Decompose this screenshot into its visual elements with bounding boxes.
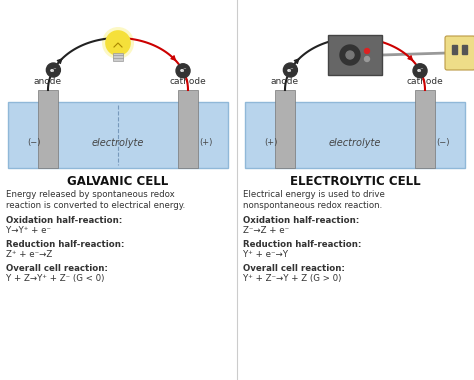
Text: cathode: cathode: [170, 77, 206, 86]
Bar: [275, 90, 295, 168]
Text: Y⁺ + e⁻→Y: Y⁺ + e⁻→Y: [243, 250, 288, 259]
Text: Energy released by spontaneous redox: Energy released by spontaneous redox: [6, 190, 175, 199]
Text: Electrical energy is used to drive: Electrical energy is used to drive: [243, 190, 385, 199]
Bar: [452, 45, 457, 54]
Text: Oxidation half-reaction:: Oxidation half-reaction:: [243, 216, 359, 225]
Text: Reduction half-reaction:: Reduction half-reaction:: [6, 240, 124, 249]
Bar: [178, 90, 198, 168]
Text: Reduction half-reaction:: Reduction half-reaction:: [243, 240, 361, 249]
Text: Y + Z→Y⁺ + Z⁻ (G < 0): Y + Z→Y⁺ + Z⁻ (G < 0): [6, 274, 104, 283]
Text: e⁻: e⁻: [287, 68, 294, 73]
Text: Overall cell reaction:: Overall cell reaction:: [243, 264, 345, 273]
Text: Overall cell reaction:: Overall cell reaction:: [6, 264, 108, 273]
Bar: [113, 53, 123, 61]
Circle shape: [176, 64, 190, 78]
Circle shape: [413, 64, 427, 78]
Circle shape: [106, 31, 130, 55]
Bar: [245, 102, 465, 168]
Text: reaction is converted to electrical energy.: reaction is converted to electrical ener…: [6, 201, 185, 210]
Text: e⁻: e⁻: [50, 68, 57, 73]
Circle shape: [340, 45, 360, 65]
Text: (−): (−): [27, 138, 41, 147]
Text: (+): (+): [264, 138, 278, 147]
Text: e⁻: e⁻: [416, 68, 424, 73]
Text: Oxidation half-reaction:: Oxidation half-reaction:: [6, 216, 122, 225]
Bar: [415, 90, 435, 168]
Text: electrolyte: electrolyte: [329, 138, 381, 148]
Bar: [38, 90, 58, 168]
FancyBboxPatch shape: [445, 36, 474, 70]
Text: electrolyte: electrolyte: [92, 138, 144, 148]
Text: (+): (+): [199, 138, 213, 147]
Bar: [462, 45, 467, 54]
Text: nonspontaneous redox reaction.: nonspontaneous redox reaction.: [243, 201, 382, 210]
Text: Z⁻→Z + e⁻: Z⁻→Z + e⁻: [243, 226, 289, 235]
Text: (−): (−): [436, 138, 450, 147]
Text: GALVANIC CELL: GALVANIC CELL: [67, 175, 169, 188]
Circle shape: [46, 63, 60, 77]
Circle shape: [283, 63, 297, 77]
Text: Y→Y⁺ + e⁻: Y→Y⁺ + e⁻: [6, 226, 51, 235]
Circle shape: [102, 27, 134, 59]
Text: anode: anode: [271, 77, 299, 86]
Text: Y⁺ + Z⁻→Y + Z (G > 0): Y⁺ + Z⁻→Y + Z (G > 0): [243, 274, 341, 283]
Text: e⁻: e⁻: [179, 68, 187, 73]
Text: ELECTROLYTIC CELL: ELECTROLYTIC CELL: [290, 175, 420, 188]
Text: Z⁺ + e⁻→Z: Z⁺ + e⁻→Z: [6, 250, 52, 259]
Bar: [8, 102, 228, 168]
Circle shape: [346, 51, 354, 59]
Text: anode: anode: [34, 77, 62, 86]
FancyBboxPatch shape: [328, 35, 382, 75]
Circle shape: [365, 49, 370, 54]
Circle shape: [365, 57, 370, 62]
Text: cathode: cathode: [407, 77, 443, 86]
